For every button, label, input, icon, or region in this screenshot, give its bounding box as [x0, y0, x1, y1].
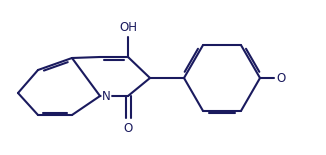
Text: N: N [102, 89, 111, 102]
Text: O: O [123, 122, 133, 135]
Text: OH: OH [119, 21, 137, 34]
Text: O: O [276, 71, 285, 84]
